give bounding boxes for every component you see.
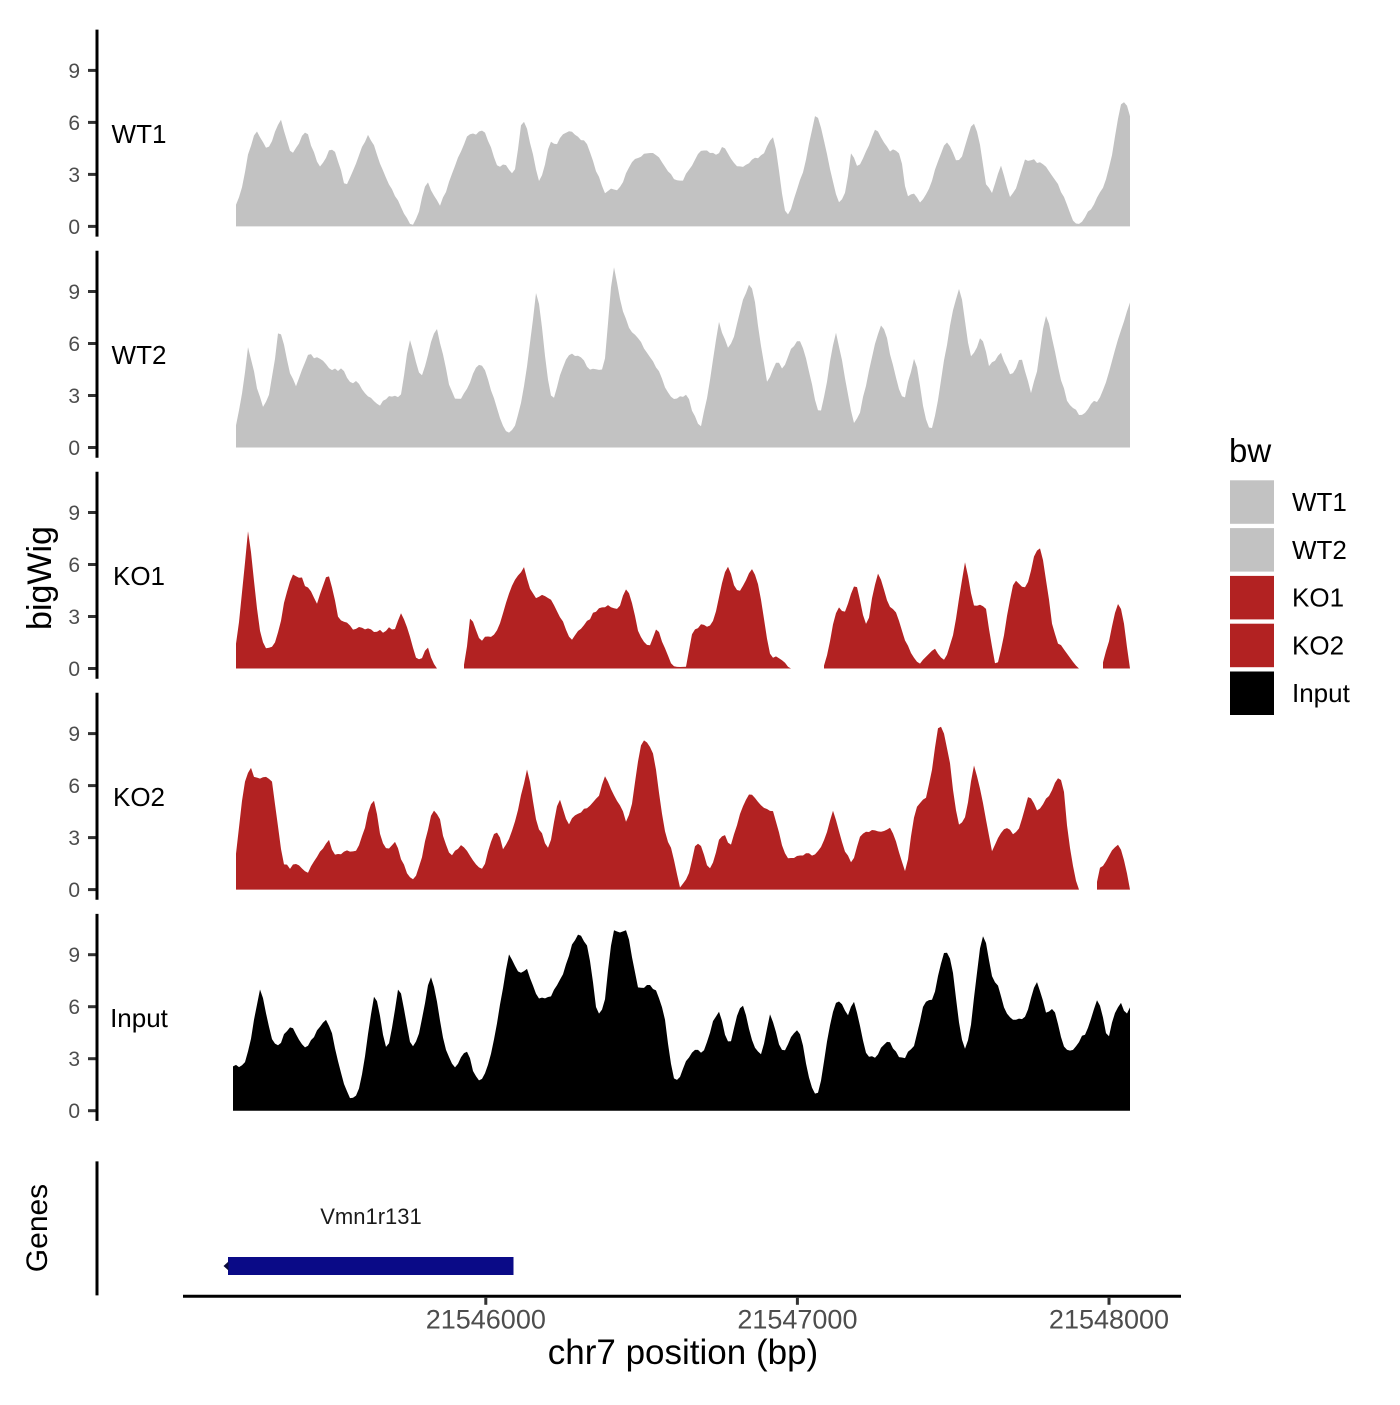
svg-text:Input: Input	[1292, 678, 1351, 708]
svg-text:KO2: KO2	[1292, 631, 1344, 661]
svg-text:0: 0	[68, 437, 80, 460]
svg-text:21548000: 21548000	[1049, 1305, 1169, 1335]
svg-text:0: 0	[68, 658, 80, 681]
svg-text:3: 3	[68, 827, 80, 850]
svg-text:9: 9	[68, 502, 80, 525]
svg-text:3: 3	[68, 164, 80, 187]
svg-text:KO1: KO1	[1292, 583, 1344, 613]
svg-text:9: 9	[68, 281, 80, 304]
svg-text:chr7 position (bp): chr7 position (bp)	[548, 1333, 818, 1372]
svg-text:6: 6	[68, 333, 80, 356]
svg-text:KO1: KO1	[113, 561, 165, 591]
svg-text:6: 6	[68, 112, 80, 135]
svg-text:0: 0	[68, 216, 80, 239]
svg-text:Genes: Genes	[21, 1184, 54, 1272]
svg-text:6: 6	[68, 554, 80, 577]
svg-text:bw: bw	[1229, 432, 1271, 469]
svg-text:6: 6	[68, 996, 80, 1019]
svg-text:6: 6	[68, 775, 80, 798]
svg-text:WT2: WT2	[112, 340, 167, 370]
svg-text:KO2: KO2	[113, 782, 165, 812]
svg-text:0: 0	[68, 879, 80, 902]
svg-text:9: 9	[68, 60, 80, 83]
svg-text:21547000: 21547000	[737, 1305, 857, 1335]
svg-text:WT2: WT2	[1292, 535, 1347, 565]
svg-text:Input: Input	[110, 1003, 169, 1033]
svg-text:3: 3	[68, 385, 80, 408]
svg-text:3: 3	[68, 1048, 80, 1071]
svg-text:WT1: WT1	[112, 119, 167, 149]
svg-text:21546000: 21546000	[426, 1305, 546, 1335]
svg-text:bigWig: bigWig	[21, 526, 59, 630]
svg-text:9: 9	[68, 944, 80, 967]
svg-text:3: 3	[68, 606, 80, 629]
svg-text:Vmn1r131: Vmn1r131	[320, 1204, 422, 1229]
svg-text:0: 0	[68, 1100, 80, 1123]
svg-text:9: 9	[68, 723, 80, 746]
svg-text:WT1: WT1	[1292, 487, 1347, 517]
